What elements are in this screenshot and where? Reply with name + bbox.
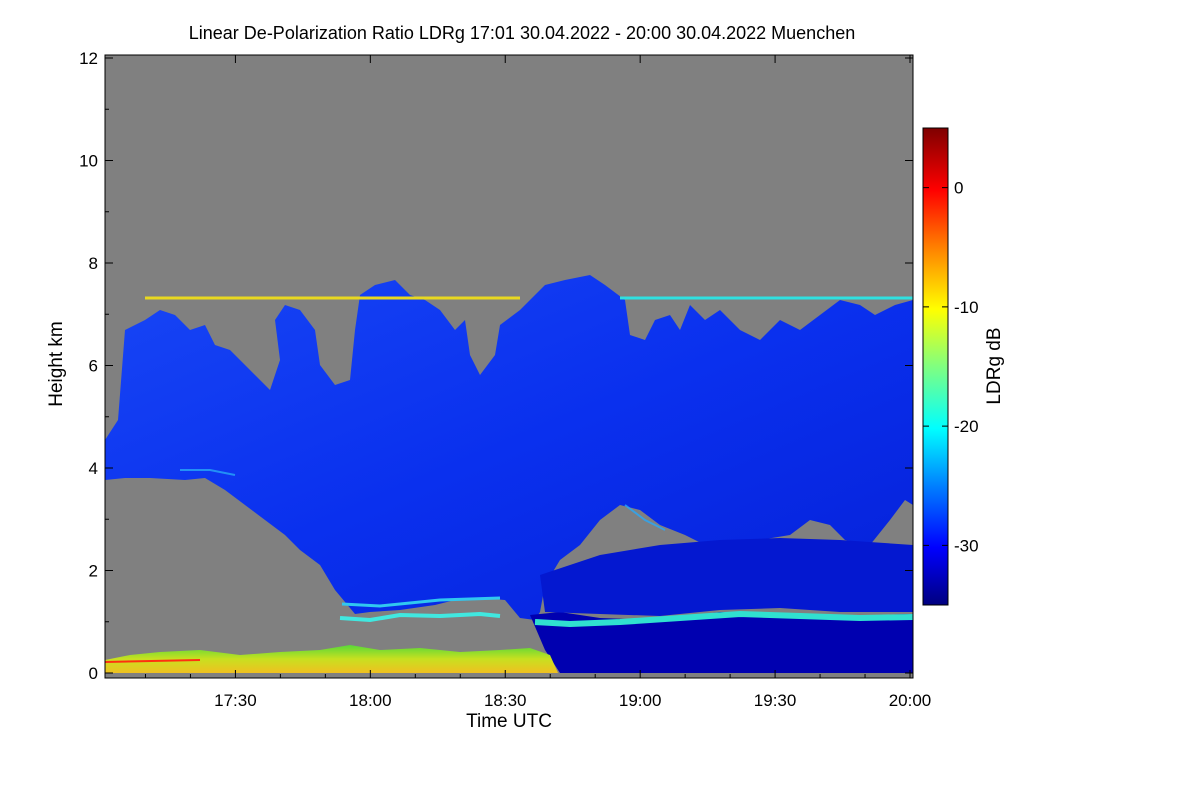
chart-title: Linear De-Polarization Ratio LDRg 17:01 …: [189, 23, 855, 43]
y-tick-label: 2: [89, 562, 98, 581]
aerosol-layer-band-early: [339, 611, 501, 623]
cirrus-fall-streak: [624, 504, 666, 531]
colorbar-gradient: [922, 127, 949, 606]
colorbar-ticks: 0 -10 -20 -30: [923, 179, 979, 555]
x-tick-label: 17:30: [214, 691, 257, 710]
y-tick-label: 0: [89, 664, 98, 683]
colorbar-tick-label: -20: [954, 417, 979, 436]
colorbar-label: LDRg dB: [984, 327, 1005, 404]
y-axis-label: Height km: [46, 321, 67, 407]
cirrus-fall-streak-2: [180, 469, 236, 476]
boundary-layer-depolarized: [105, 645, 558, 673]
lower-aerosol-region: [530, 612, 913, 673]
x-tick-label: 18:00: [349, 691, 392, 710]
x-tick-label: 20:00: [889, 691, 932, 710]
x-tick-label: 18:30: [484, 691, 527, 710]
x-tick-label: 19:30: [754, 691, 797, 710]
y-tick-label: 6: [89, 357, 98, 376]
x-axis-label: Time UTC: [466, 711, 552, 732]
colorbar: 0 -10 -20 -30 LDRg dB: [922, 127, 1005, 606]
y-tick-label: 10: [79, 152, 98, 171]
y-axis: 0 2 4 6 8 10 12: [79, 49, 913, 683]
x-tick-label: 19:00: [619, 691, 662, 710]
colorbar-tick-label: -30: [954, 536, 979, 555]
boundary-layer-red-line: [104, 659, 201, 663]
colorbar-tick-label: -10: [954, 298, 979, 317]
cirrus-cloud-region: [105, 275, 913, 620]
heatmap-plot-area: [104, 54, 914, 679]
colorbar-tick-label: 0: [954, 179, 963, 198]
y-tick-label: 4: [89, 459, 98, 478]
aerosol-layer-band-upper: [341, 596, 501, 608]
y-tick-label: 12: [79, 49, 98, 68]
x-axis: 17:30 18:00 18:30 19:00 19:30 20:00: [144, 55, 932, 710]
plot-frame: [104, 54, 914, 679]
lower-aerosol-region-upper: [540, 538, 913, 616]
y-tick-label: 8: [89, 254, 98, 273]
aerosol-layer-band: [534, 610, 914, 628]
